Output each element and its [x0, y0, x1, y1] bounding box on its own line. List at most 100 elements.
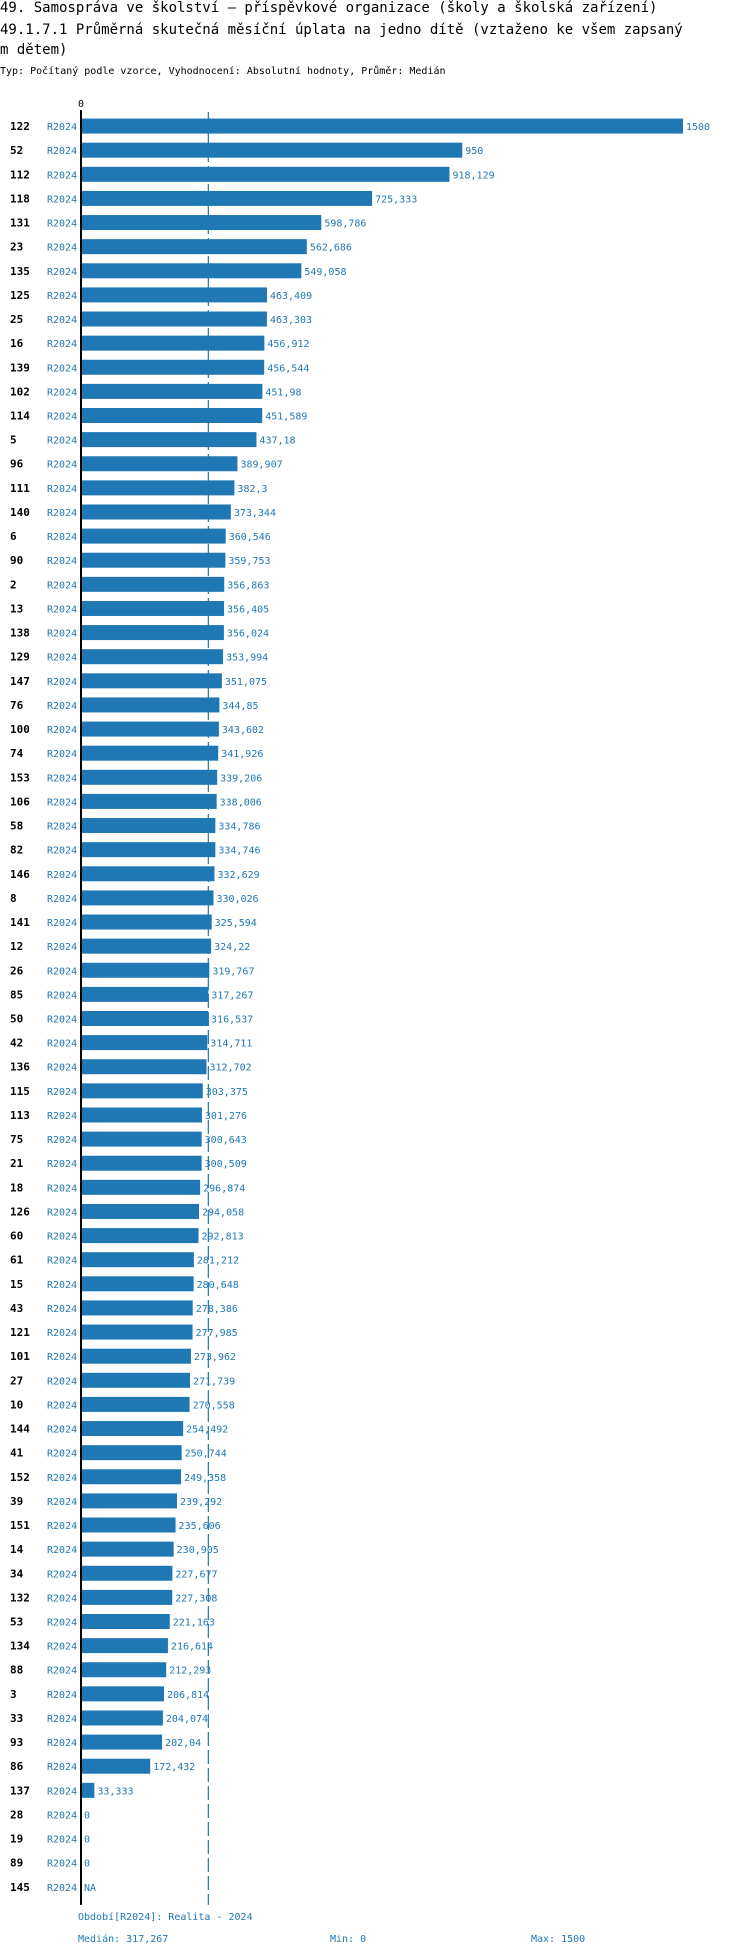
data-label: 341,926: [221, 749, 263, 760]
bar: [81, 1059, 207, 1075]
row-period-label: R2024: [47, 315, 77, 326]
data-label: 339,206: [220, 773, 262, 784]
bar: [81, 408, 263, 423]
row-period-label: R2024: [47, 1135, 77, 1146]
data-label: 204,074: [166, 1714, 208, 1725]
bar: [81, 986, 209, 1002]
bar: [81, 600, 225, 616]
row-id-label: 96: [10, 458, 24, 471]
bar: [81, 1445, 182, 1461]
bar: [81, 1541, 174, 1557]
data-label: 296,874: [203, 1183, 245, 1194]
row-period-label: R2024: [47, 966, 77, 977]
row-period-label: R2024: [47, 942, 77, 953]
bar: [81, 673, 222, 689]
data-label: 278,386: [196, 1304, 238, 1315]
data-label: 950: [465, 146, 483, 157]
row-id-label: 144: [10, 1423, 30, 1436]
bar: [81, 166, 450, 182]
row-period-label: R2024: [47, 1304, 77, 1315]
bar: [81, 383, 263, 399]
bar: [81, 190, 373, 206]
data-label: 437,18: [259, 436, 295, 447]
row-period-label: R2024: [47, 267, 77, 278]
data-label: 598,786: [324, 219, 366, 230]
row-id-label: 16: [10, 337, 24, 350]
data-label: 172,432: [153, 1762, 195, 1773]
data-label: 221,163: [173, 1618, 215, 1629]
row-id-label: 137: [10, 1784, 30, 1797]
row-id-label: 89: [10, 1857, 23, 1870]
bar: [81, 1348, 191, 1364]
row-id-label: 42: [10, 1037, 23, 1050]
bar: [81, 1179, 201, 1195]
row-id-label: 76: [10, 699, 24, 712]
data-label: 725,333: [375, 194, 417, 205]
data-label: 373,344: [234, 508, 276, 519]
bar: [81, 649, 224, 665]
row-id-label: 13: [10, 602, 23, 615]
data-label: 1500: [686, 122, 710, 133]
row-id-label: 34: [10, 1567, 24, 1580]
data-label: 227,677: [175, 1569, 217, 1580]
row-id-label: 145: [10, 1881, 30, 1894]
data-label: 254,492: [186, 1425, 228, 1436]
data-label: 300,509: [205, 1159, 247, 1170]
row-period-label: R2024: [47, 1449, 77, 1460]
row-id-label: 3: [10, 1688, 17, 1701]
row-id-label: 101: [10, 1350, 30, 1363]
bar: [81, 1203, 200, 1219]
row-id-label: 6: [10, 530, 17, 543]
row-id-label: 2: [10, 578, 17, 591]
row-id-label: 39: [10, 1495, 23, 1508]
row-id-label: 58: [10, 820, 23, 833]
row-period-label: R2024: [47, 918, 77, 929]
bar: [81, 1734, 163, 1750]
data-label: 451,589: [265, 412, 307, 423]
row-period-label: R2024: [47, 1111, 77, 1122]
row-id-label: 115: [10, 1085, 30, 1098]
data-label: 0: [84, 1810, 90, 1821]
footer-median: Medián: 317,267: [78, 1934, 169, 1945]
data-label: 206,814: [167, 1690, 209, 1701]
row-id-label: 136: [10, 1061, 30, 1074]
chart-indicator-title-continued: m dětem): [0, 42, 68, 58]
row-id-label: 112: [10, 168, 30, 181]
row-id-label: 129: [10, 651, 30, 664]
bar: [81, 866, 215, 882]
bar: [81, 1638, 168, 1654]
data-label: 456,912: [267, 339, 309, 350]
row-period-label: R2024: [47, 339, 77, 350]
row-id-label: 50: [10, 1013, 23, 1026]
row-id-label: 25: [10, 313, 23, 326]
row-id-label: 113: [10, 1109, 30, 1122]
data-label: 230,905: [177, 1545, 219, 1556]
row-period-label: R2024: [47, 580, 77, 591]
data-label: 334,746: [218, 846, 260, 857]
bar: [81, 769, 218, 785]
data-label: 325,594: [215, 918, 257, 929]
row-id-label: 139: [10, 361, 30, 374]
bar: [81, 1662, 167, 1678]
row-id-label: 33: [10, 1712, 23, 1725]
data-label: 277,985: [196, 1328, 238, 1339]
row-period-label: R2024: [47, 822, 77, 833]
row-period-label: R2024: [47, 1859, 77, 1870]
row-period-label: R2024: [47, 1232, 77, 1243]
bar: [81, 1372, 191, 1388]
bar: [81, 1565, 173, 1581]
row-period-label: R2024: [47, 894, 77, 905]
data-label: 359,753: [228, 556, 270, 567]
bar: [81, 1083, 203, 1099]
data-label: 227,308: [175, 1593, 217, 1604]
data-label: 562,686: [310, 243, 352, 254]
row-id-label: 8: [10, 892, 17, 905]
bar: [81, 142, 463, 158]
data-label: 356,405: [227, 604, 269, 615]
x-axis-zero-label: 0: [78, 99, 84, 110]
row-period-label: R2024: [47, 1835, 77, 1846]
row-period-label: R2024: [47, 1039, 77, 1050]
data-label: 270,558: [193, 1400, 235, 1411]
bar: [81, 842, 216, 858]
data-label: 216,614: [171, 1642, 213, 1653]
